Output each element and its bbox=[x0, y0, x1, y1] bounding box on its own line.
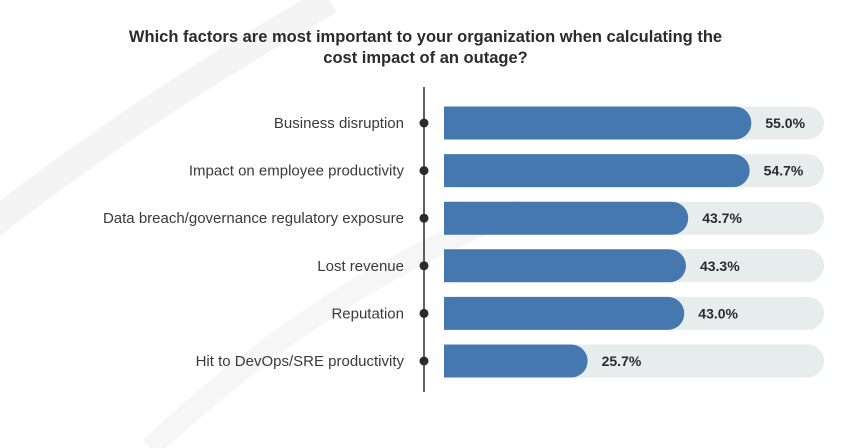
bar bbox=[444, 249, 686, 283]
value-label: 55.0% bbox=[765, 115, 805, 131]
axis-tick-dot bbox=[419, 118, 429, 128]
category-label: Impact on employee productivity bbox=[189, 163, 405, 180]
category-label: Business disruption bbox=[274, 115, 404, 132]
axis-tick-dot bbox=[419, 356, 429, 366]
value-label: 43.0% bbox=[698, 305, 738, 321]
bar bbox=[444, 296, 685, 330]
axis-tick-dot bbox=[419, 213, 429, 223]
chart-title-line-2: cost impact of an outage? bbox=[323, 49, 528, 67]
category-label: Hit to DevOps/SRE productivity bbox=[196, 353, 405, 370]
category-label: Reputation bbox=[331, 305, 404, 322]
category-label: Lost revenue bbox=[317, 258, 404, 275]
value-label: 54.7% bbox=[764, 163, 804, 179]
bar bbox=[444, 344, 588, 378]
axis-tick-dot bbox=[419, 308, 429, 318]
chart-title-line-1: Which factors are most important to your… bbox=[128, 28, 723, 46]
value-label: 43.3% bbox=[700, 258, 740, 274]
bar bbox=[444, 154, 750, 188]
category-label: Data breach/governance regulatory exposu… bbox=[103, 210, 404, 227]
bar bbox=[444, 201, 689, 235]
value-label: 43.7% bbox=[702, 210, 742, 226]
value-label: 25.7% bbox=[602, 353, 642, 369]
axis-tick-dot bbox=[419, 261, 429, 271]
chart-title: Which factors are most important to your… bbox=[0, 27, 851, 69]
axis-tick-dot bbox=[419, 166, 429, 176]
bar bbox=[444, 106, 752, 140]
